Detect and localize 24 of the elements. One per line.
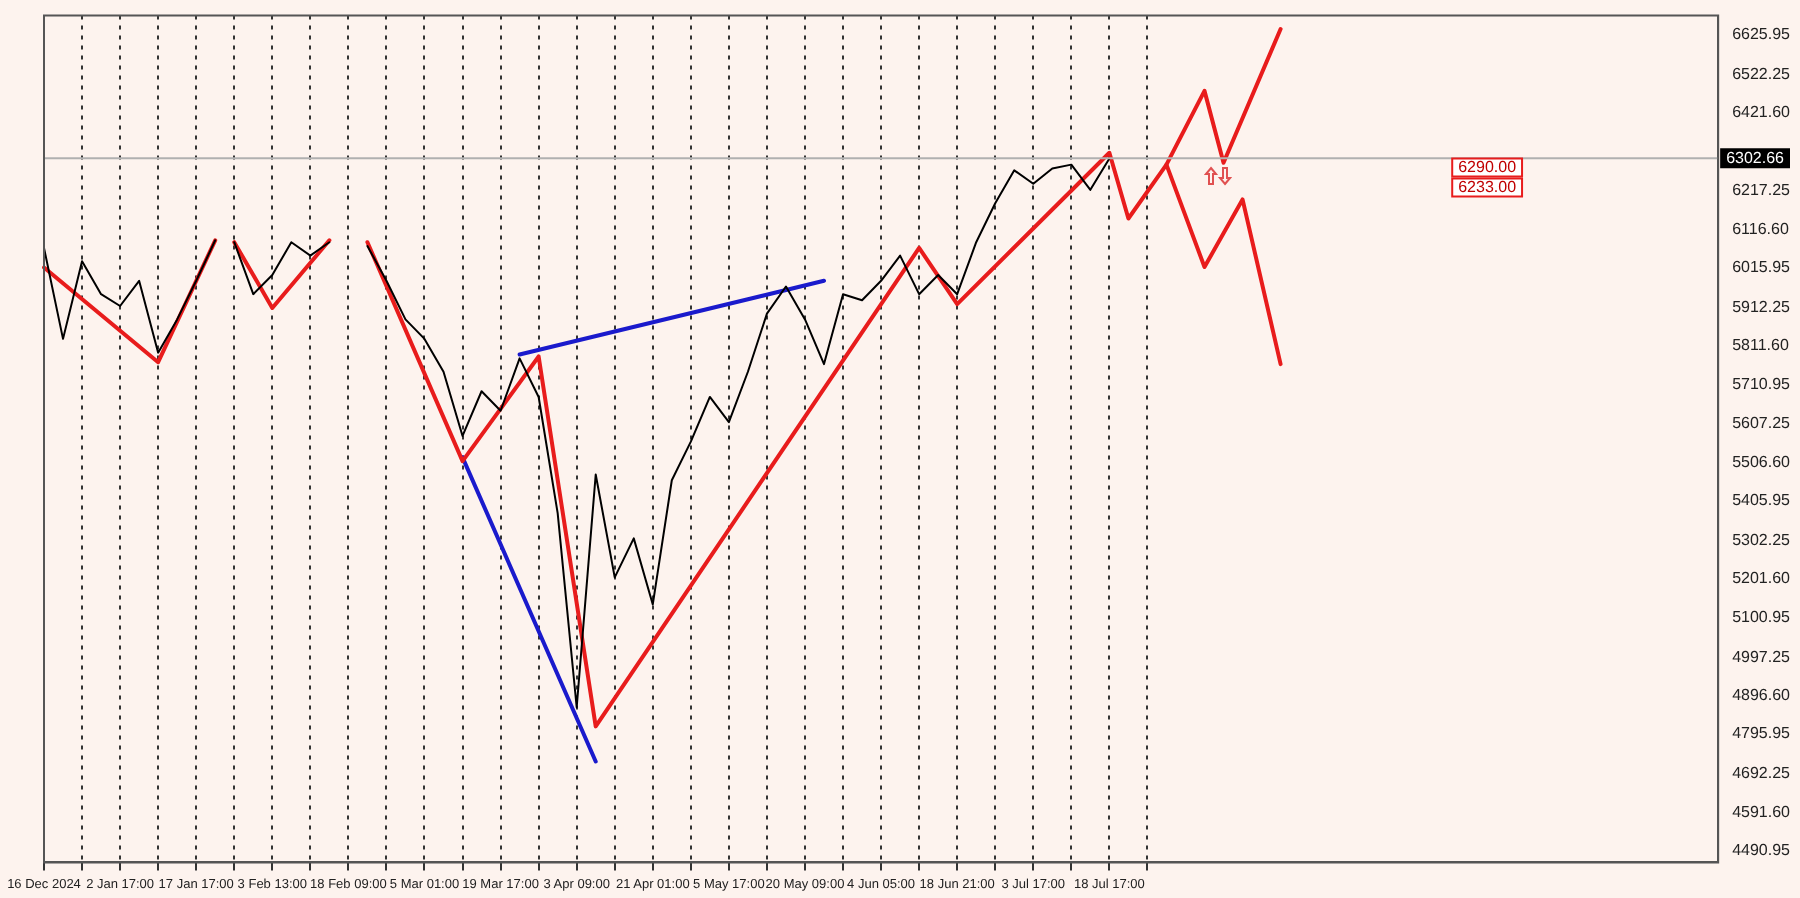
y-tick-label: 5100.95 <box>1732 607 1792 626</box>
y-tick-label: 6116.60 <box>1732 219 1790 238</box>
y-tick-label: 5302.25 <box>1732 530 1792 549</box>
y-tick-label: 4997.25 <box>1732 647 1792 666</box>
y-tick-label: 5912.25 <box>1732 297 1792 316</box>
y-tick-label: 4591.60 <box>1732 802 1792 821</box>
y-tick-label: 5811.60 <box>1732 336 1790 355</box>
annotation: 6290.00 <box>1458 158 1518 177</box>
y-tick-label: 6522.25 <box>1732 64 1792 83</box>
y-tick-label: 6217.25 <box>1732 181 1792 200</box>
y-tick-label: 6625.95 <box>1732 25 1792 44</box>
y-tick-label: 6421.60 <box>1732 103 1792 122</box>
y-tick-label: 5506.60 <box>1732 452 1792 471</box>
y-tick-label: 5607.25 <box>1732 414 1792 433</box>
y-tick-label: 4795.95 <box>1732 724 1792 743</box>
y-tick-label: 5710.95 <box>1732 374 1792 393</box>
ref-line-label: 6302.66 <box>1726 148 1786 167</box>
y-tick-label: 4490.95 <box>1732 840 1792 859</box>
y-tick-label: 4692.25 <box>1732 764 1792 783</box>
y-tick-label: 5405.95 <box>1732 491 1792 510</box>
y-tick-label: 4896.60 <box>1732 685 1792 704</box>
y-tick-label: 5201.60 <box>1732 569 1792 588</box>
annotation: 6233.00 <box>1458 178 1518 197</box>
y-tick-label: 6015.95 <box>1732 258 1792 277</box>
